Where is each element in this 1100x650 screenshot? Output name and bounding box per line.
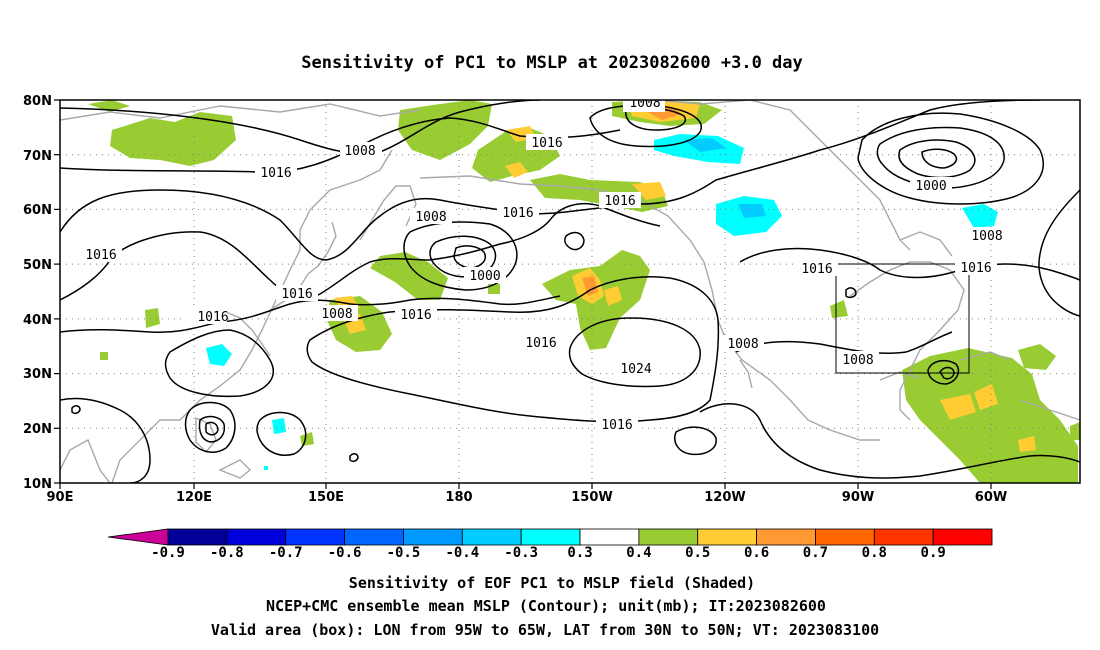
figure-title: Sensitivity of PC1 to MSLP at 2023082600… [301,53,803,73]
colorbar-label: 0.9 [921,545,946,561]
axis-ticks [54,99,992,489]
colorbar-swatch [344,528,404,546]
colorbar-low-extension [107,528,169,546]
latitude-labels: 80N 70N 60N 50N 40N 30N 20N 10N [23,94,52,492]
lat-label: 20N [23,422,52,437]
contour-label: 1016 [960,261,991,276]
lon-label: 60W [975,490,1007,505]
colorbar-swatch [932,528,993,546]
lon-label: 150W [571,490,612,505]
colorbar-swatch [756,528,816,546]
lon-label: 150E [308,490,344,505]
lat-label: 50N [23,258,52,273]
lon-label: 90W [842,490,874,505]
colorbar-label: -0.8 [210,545,244,561]
contour-label: 1008 [727,337,758,352]
colorbar-swatch [697,528,757,546]
colorbar-swatch [461,528,522,546]
contour-label: 1016 [85,248,116,263]
colorbar-label: 0.7 [803,545,828,561]
lat-label: 70N [23,149,52,164]
contour-label: 1008 [344,144,375,159]
contour-label: 1000 [469,269,500,284]
lat-label: 60N [23,203,52,218]
colorbar-label: 0.8 [862,545,887,561]
lat-lon-grid [60,100,1080,483]
colorbar-swatch [815,528,875,546]
colorbar-swatch [579,528,640,546]
caption-line-3: Valid area (box): LON from 95W to 65W, L… [211,621,879,639]
lon-label: 90E [47,490,74,505]
colorbar-label: -0.7 [269,545,303,561]
colorbar-swatch [167,528,228,546]
contour-label: 1016 [601,418,632,433]
colorbar-label: -0.5 [387,545,421,561]
colorbar-label: -0.3 [504,545,538,561]
contour-label: 1008 [629,96,660,111]
lat-label: 40N [23,313,52,328]
contour-label: 1016 [400,308,431,323]
colorbar-label: -0.4 [445,545,479,561]
colorbar-swatch [403,528,463,546]
coastlines [60,100,1080,483]
lon-label: 120E [176,490,212,505]
colorbar-label: 0.4 [626,545,651,561]
caption-line-2: NCEP+CMC ensemble mean MSLP (Contour); u… [266,597,826,615]
contour-label: 1024 [620,362,651,377]
negative-sensitivity-shading [206,134,998,470]
contour-label: 1008 [971,229,1002,244]
colorbar-label: 0.6 [744,545,769,561]
contour-labels: 1008 1016 1016 1016 1016 1008 1000 1016 … [80,96,1008,433]
colorbar-swatch [226,528,287,546]
lat-label: 80N [23,94,52,109]
lon-label: 120W [704,490,745,505]
contour-label: 1016 [604,194,635,209]
valid-area-box [835,263,970,374]
contour-label: 1008 [321,307,352,322]
contour-label: 1016 [281,287,312,302]
colorbar-label: -0.6 [328,545,362,561]
colorbar-label: -0.9 [151,545,185,561]
contour-label: 1016 [531,136,562,151]
colorbar-label: 0.3 [567,545,592,561]
colorbar-swatch [873,528,934,546]
colorbar-swatch [520,528,581,546]
contour-label: 1000 [915,179,946,194]
contour-label: 1016 [525,336,556,351]
lat-label: 10N [23,477,52,492]
contour-label: 1016 [197,310,228,325]
lon-label: 180 [445,490,472,505]
contour-label: 1016 [502,206,533,221]
map-panel: 1008 1016 1016 1016 1016 1008 1000 1016 … [60,96,1080,483]
colorbar-swatch [285,528,345,546]
map-frame [59,99,1081,484]
colorbar-label: 0.5 [685,545,710,561]
contour-label: 1016 [260,166,291,181]
colorbar-swatch [638,528,699,546]
contour-label: 1016 [801,262,832,277]
lat-label: 30N [23,367,52,382]
contour-label: 1008 [415,210,446,225]
contour-label: 1008 [842,353,873,368]
colorbar: -0.9 -0.8 -0.7 -0.6 -0.5 -0.4 -0.3 0.3 0.4 0.5 0.6… [107,528,993,561]
longitude-labels: 90E 120E 150E 180 150W 120W 90W 60W [47,490,1008,505]
caption-line-1: Sensitivity of EOF PC1 to MSLP field (Sh… [349,574,755,592]
